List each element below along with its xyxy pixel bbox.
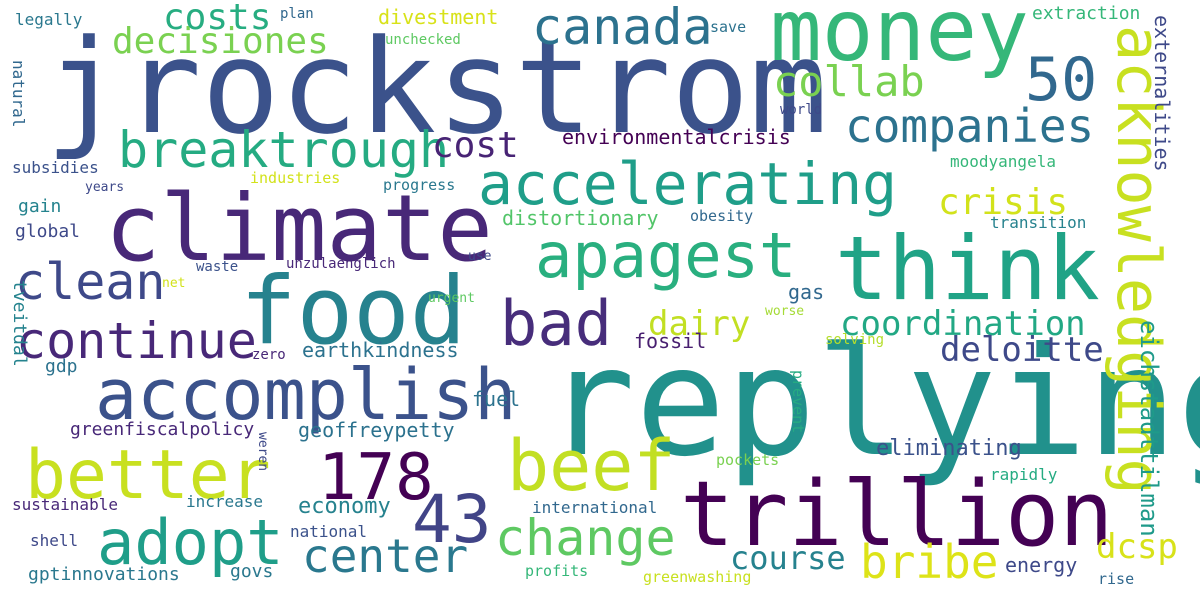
word-greenwashing: greenwashing xyxy=(643,568,752,586)
word-cost: cost xyxy=(432,125,519,166)
word-course: course xyxy=(730,539,846,577)
word-years: years xyxy=(85,180,125,195)
word-govs: govs xyxy=(230,561,274,582)
word-accelerating: accelerating xyxy=(478,150,898,218)
word-bad: bad xyxy=(500,287,612,360)
word-worse: worse xyxy=(765,304,805,319)
word-economy: economy xyxy=(298,494,391,519)
word-industries: industries xyxy=(250,169,341,187)
word-dairy: dairy xyxy=(648,304,751,344)
word-jrockstrom: jrockstrom xyxy=(45,11,828,163)
word-fossil: fossil xyxy=(634,329,707,353)
word-think: think xyxy=(835,217,1100,320)
word-geoffreypetty: geoffreypetty xyxy=(298,418,455,442)
word-dcsp: dcsp xyxy=(1096,527,1178,567)
word-waste: waste xyxy=(196,259,239,275)
word-solving: solving xyxy=(825,332,885,348)
word-gas: gas xyxy=(788,280,825,304)
word-apagest: apagest xyxy=(535,219,797,292)
word-progress: progress xyxy=(383,176,456,194)
word-rapidly: rapidly xyxy=(990,465,1058,484)
word-world: world xyxy=(780,102,823,118)
word-energy: energy xyxy=(1005,553,1078,577)
word-obesity: obesity xyxy=(690,207,754,225)
word-transition: transition xyxy=(990,213,1087,232)
word-global: global xyxy=(15,221,81,242)
word-replying: replying xyxy=(545,316,1200,490)
word-food: food xyxy=(240,257,467,366)
word-moodyangela: moodyangela xyxy=(950,152,1056,171)
word-extraction: extraction xyxy=(1032,3,1141,24)
word-change: change xyxy=(495,509,676,567)
word-money: money xyxy=(770,0,1029,81)
word-unzulaenglich: unzulaenglich xyxy=(286,256,396,272)
word-shell: shell xyxy=(30,531,79,550)
word-gain: gain xyxy=(18,196,62,217)
word-prevent: prevent xyxy=(789,370,807,434)
word-divestment: divestment xyxy=(378,5,499,29)
word-climate: climate xyxy=(105,175,493,282)
word-breaktrough: breaktrough xyxy=(118,121,450,179)
word-environmentalcrisis: environmentalcrisis xyxy=(562,125,791,149)
word-adopt: adopt xyxy=(97,506,284,579)
word-50: 50 xyxy=(1025,45,1098,115)
word-increase: increase xyxy=(186,492,264,511)
word-legally: legally xyxy=(15,10,83,29)
word-pockets: pockets xyxy=(716,451,780,469)
word-use: use xyxy=(468,249,492,264)
word-gdp: gdp xyxy=(45,356,78,377)
word-externalities: externalities xyxy=(1150,15,1174,172)
word-crisis: crisis xyxy=(938,182,1069,223)
word-save: save xyxy=(710,18,747,36)
word-companies: companies xyxy=(845,99,1095,153)
word-acknowledging: acknowledging xyxy=(1103,25,1173,495)
word-continue: continue xyxy=(16,312,257,370)
word-greenfiscalpolicy: greenfiscalpolicy xyxy=(70,419,255,440)
word-trillion: trillion xyxy=(680,462,1114,567)
word-accomplish: accomplish xyxy=(95,354,517,436)
word-gptinnovations: gptinnovations xyxy=(28,564,180,585)
word-tveitdal: tveitdal xyxy=(9,280,30,367)
word-weren: weren xyxy=(255,432,270,472)
word-eliminating: eliminating xyxy=(876,436,1022,461)
word-clean: clean xyxy=(15,253,166,311)
word-urgent: urgent xyxy=(428,291,475,306)
word-eichstadttilman: eichstadttilman xyxy=(1135,320,1163,537)
word-profits: profits xyxy=(525,562,589,580)
word-deloitte: deloitte xyxy=(940,330,1104,370)
word-canada: canada xyxy=(532,0,713,56)
word-43: 43 xyxy=(412,481,492,558)
word-rise: rise xyxy=(1098,570,1135,588)
word-zero: zero xyxy=(252,347,286,363)
word-sustainable: sustainable xyxy=(12,495,118,514)
word-decisiones: decisiones xyxy=(112,21,329,62)
word-coordination: coordination xyxy=(840,304,1086,344)
word-center: center xyxy=(302,529,469,583)
word-better: better xyxy=(25,436,271,515)
word-net: net xyxy=(162,276,186,291)
word-natural: natural xyxy=(9,60,28,128)
word-fuel: fuel xyxy=(472,387,521,411)
word-distortionary: distortionary xyxy=(502,206,659,230)
word-178: 178 xyxy=(318,441,434,515)
word-international: international xyxy=(532,498,658,517)
word-subsidies: subsidies xyxy=(12,158,99,177)
word-plan: plan xyxy=(280,6,314,22)
word-unchecked: unchecked xyxy=(385,32,461,48)
word-national: national xyxy=(290,522,368,541)
word-bribe: bribe xyxy=(860,535,999,589)
word-costs: costs xyxy=(163,0,272,38)
word-collab: collab xyxy=(773,57,925,106)
word-earthkindness: earthkindness xyxy=(302,338,459,362)
word-beef: beef xyxy=(507,425,676,507)
